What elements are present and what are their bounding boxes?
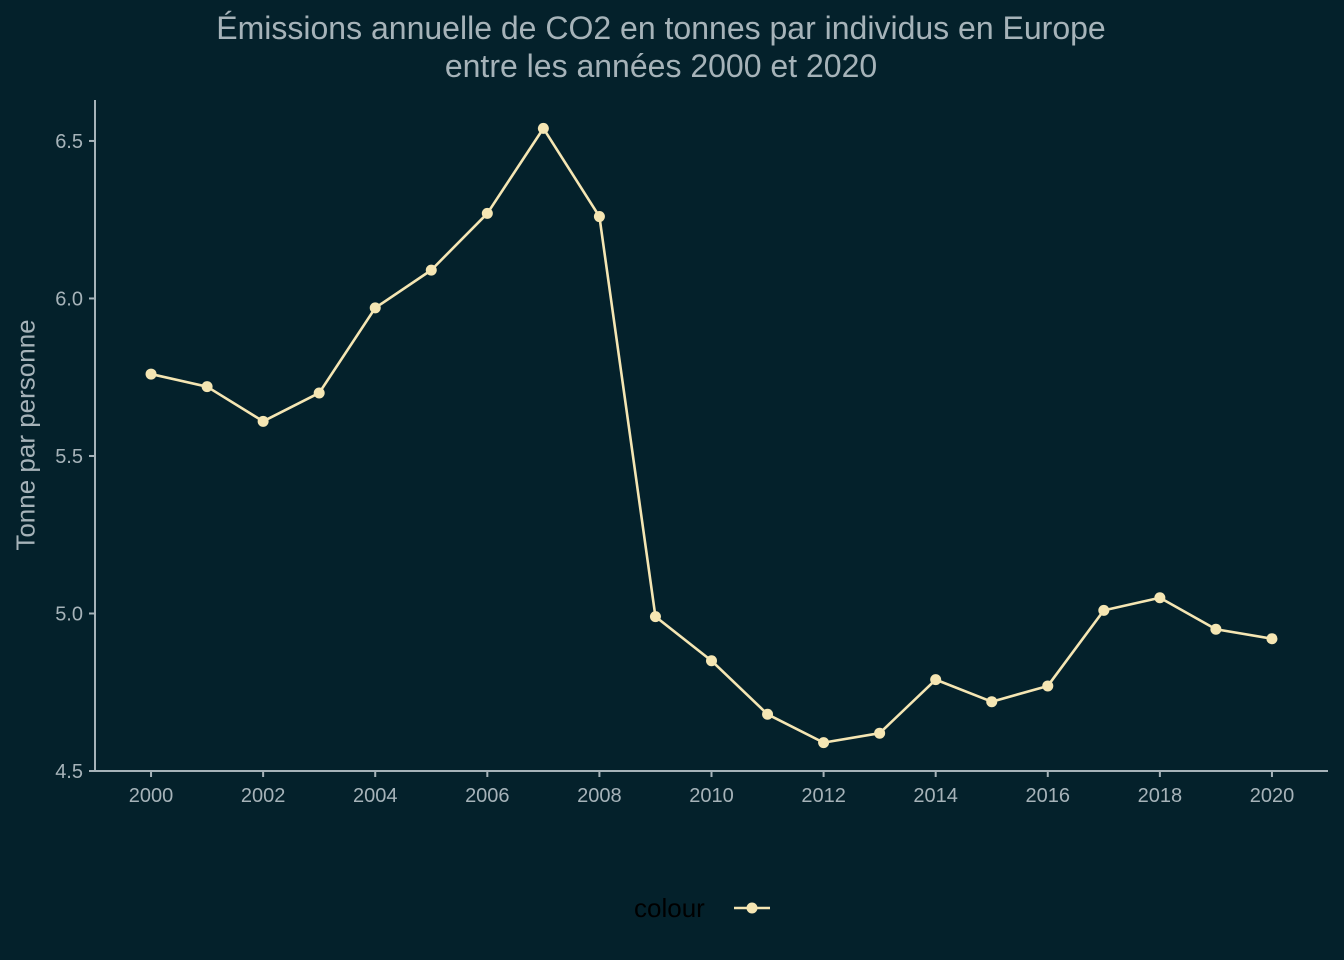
data-point xyxy=(706,655,717,667)
x-tick-label: 2012 xyxy=(801,785,846,807)
data-point xyxy=(1098,604,1110,616)
data-point xyxy=(1210,623,1222,635)
data-point xyxy=(481,207,493,219)
data-point xyxy=(1042,680,1054,692)
legend xyxy=(734,902,770,914)
data-point xyxy=(1266,633,1278,645)
data-point xyxy=(369,302,381,314)
x-tick-label: 2006 xyxy=(465,785,510,807)
data-point xyxy=(145,368,157,380)
data-point xyxy=(986,696,998,708)
x-axis-ticks: 2000 2002 2004 2006 2008 2010 2012 2014 2016 2018… xyxy=(129,771,1294,807)
y-tick-label: 5.0 xyxy=(55,603,83,625)
data-point xyxy=(201,381,213,393)
x-tick-label: 2008 xyxy=(577,785,622,807)
x-tick-label: 2000 xyxy=(129,785,174,807)
data-point xyxy=(425,264,437,276)
data-point xyxy=(762,708,774,720)
data-point xyxy=(537,122,549,134)
chart-title: Émissions annuelle de CO2 en tonnes par … xyxy=(216,10,1106,46)
y-tick-label: 6.5 xyxy=(55,131,83,153)
legend-title: colour xyxy=(634,893,705,923)
x-tick-label: 2016 xyxy=(1026,785,1071,807)
x-tick-label: 2014 xyxy=(913,785,958,807)
x-tick-label: 2004 xyxy=(353,785,398,807)
data-point xyxy=(1154,592,1166,604)
data-point xyxy=(818,737,830,749)
series-group xyxy=(145,122,1278,749)
data-point xyxy=(874,727,886,739)
data-point xyxy=(649,611,661,623)
axes xyxy=(94,100,1328,772)
data-point xyxy=(313,387,325,399)
y-tick-label: 4.5 xyxy=(55,761,83,783)
series-line xyxy=(150,127,1273,744)
x-tick-label: 2020 xyxy=(1250,785,1295,807)
data-point xyxy=(930,674,942,686)
legend-key-point xyxy=(746,902,758,914)
y-tick-label: 6.0 xyxy=(55,288,83,310)
y-tick-label: 5.5 xyxy=(55,446,83,468)
data-point xyxy=(593,211,605,223)
x-tick-label: 2018 xyxy=(1138,785,1183,807)
x-tick-label: 2002 xyxy=(241,785,286,807)
data-point xyxy=(257,415,269,427)
y-axis-ticks: 4.5 5.0 5.5 6.0 6.5 xyxy=(55,131,95,783)
chart-subtitle: entre les années 2000 et 2020 xyxy=(444,48,878,84)
x-tick-label: 2010 xyxy=(689,785,734,807)
